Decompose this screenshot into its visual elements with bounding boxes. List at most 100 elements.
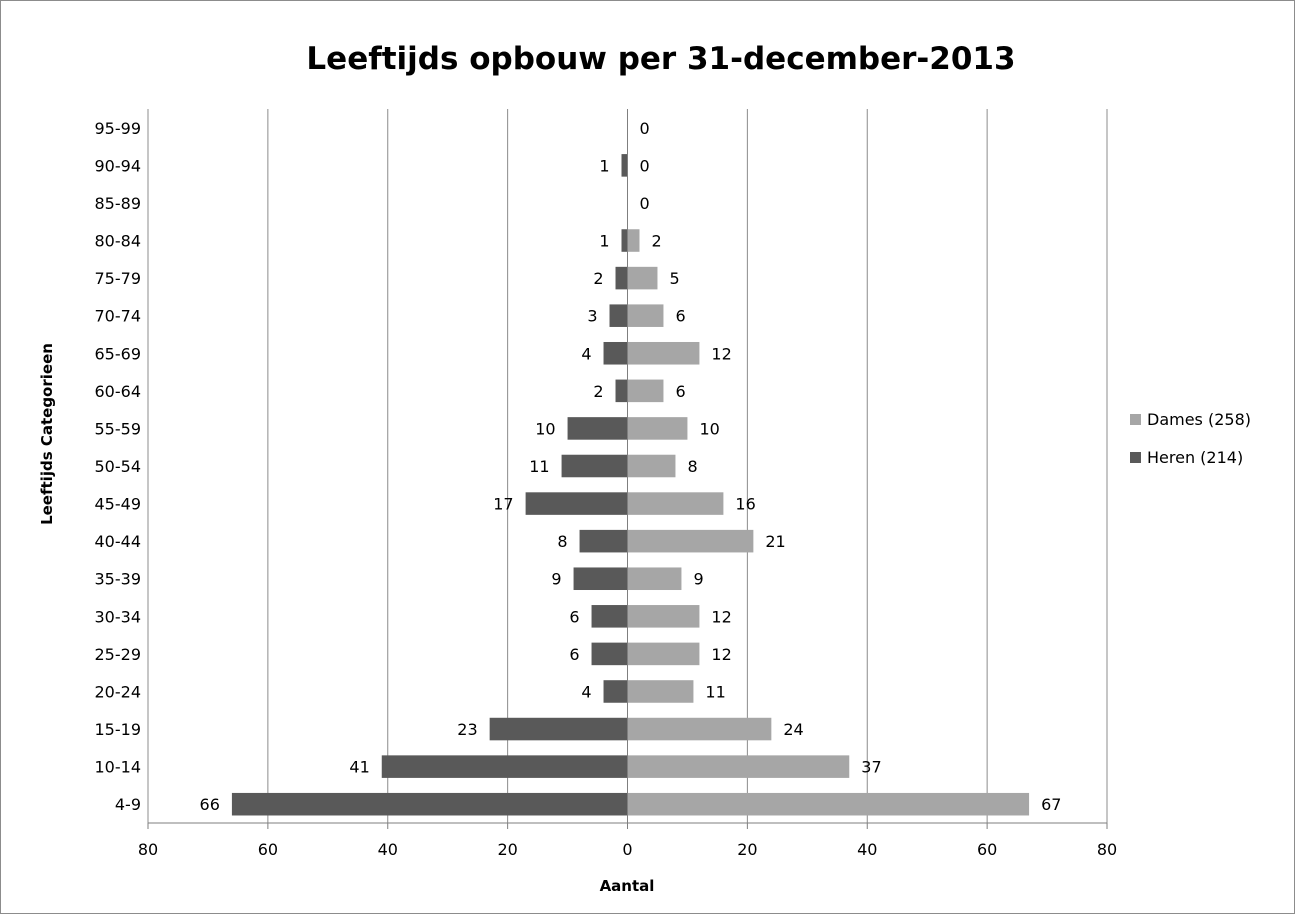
x-tick-label-0: 80 [138,840,158,859]
x-tick-label-6: 40 [857,840,877,859]
y-tick-label-45-49: 45-49 [95,495,142,514]
heren-label-4-9: 66 [200,795,220,814]
y-tick-label-30-34: 30-34 [95,607,142,626]
dames-bar-30-34 [627,605,700,628]
heren-label-50-54: 11 [529,457,549,476]
dames-bar-25-29 [627,642,700,666]
dames-bar-65-69 [627,341,700,365]
heren-bar-35-39 [573,567,628,591]
dames-bar-80-84 [627,229,640,252]
dames-label-4-9: 67 [1041,795,1061,814]
heren-label-45-49: 17 [493,495,513,514]
y-tick-label-90-94: 90-94 [95,156,142,175]
heren-bar-75-79 [615,266,628,290]
dames-bar-50-54 [627,454,676,478]
dames-label-65-69: 12 [711,344,731,363]
x-tick-label-3: 20 [497,840,517,859]
heren-bar-4-9 [231,792,628,816]
dames-label-30-34: 12 [711,607,731,626]
dames-bar-20-24 [627,680,694,703]
x-tick-label-2: 40 [378,840,398,859]
dames-label-20-24: 11 [705,682,725,701]
bars [231,154,1030,816]
heren-label-40-44: 8 [557,532,567,551]
heren-label-10-14: 41 [349,758,369,777]
heren-label-20-24: 4 [581,682,591,701]
dames-label-90-94: 0 [640,156,650,175]
heren-bar-90-94 [621,154,628,177]
dames-label-85-89: 0 [640,194,650,213]
dames-label-25-29: 12 [711,645,731,664]
heren-bar-50-54 [561,454,628,478]
dames-label-50-54: 8 [687,457,697,476]
heren-label-90-94: 1 [599,156,609,175]
y-tick-label-85-89: 85-89 [95,194,142,213]
heren-label-60-64: 2 [593,382,603,401]
heren-bar-20-24 [603,680,628,703]
legend-swatch-1 [1130,452,1141,463]
y-tick-label-20-24: 20-24 [95,682,142,701]
chart-title: Leeftijds opbouw per 31-december-2013 [306,41,1015,77]
heren-label-35-39: 9 [551,570,561,589]
y-tick-label-25-29: 25-29 [95,645,142,664]
data-labels: 6766374124231141261269921816178111010621… [200,119,1062,814]
legend-swatch-0 [1130,414,1141,425]
x-tick-label-5: 20 [737,840,757,859]
heren-label-55-59: 10 [535,419,555,438]
gridlines [147,109,1108,823]
heren-label-70-74: 3 [587,307,597,326]
y-tick-label-35-39: 35-39 [95,570,142,589]
heren-bar-40-44 [579,529,628,553]
axes: 80 60 40 20 0 20 40 60 804-910-1415-1920-2425-29… [95,109,1117,859]
heren-label-15-19: 23 [457,720,477,739]
y-tick-label-55-59: 55-59 [95,419,142,438]
y-tick-label-4-9: 4-9 [115,795,141,814]
heren-bar-15-19 [489,717,628,741]
heren-bar-45-49 [525,492,628,515]
x-tick-label-8: 80 [1097,840,1117,859]
dames-bar-40-44 [627,529,754,553]
legend-label-1: Heren (214) [1147,448,1243,467]
dames-label-40-44: 21 [765,532,785,551]
dames-bar-60-64 [627,379,664,403]
dames-bar-10-14 [627,755,850,778]
dames-bar-4-9 [627,792,1030,816]
heren-bar-70-74 [609,304,628,327]
heren-bar-25-29 [591,642,628,666]
dames-bar-70-74 [627,304,664,327]
y-tick-label-10-14: 10-14 [95,758,142,777]
dames-bar-55-59 [627,417,688,440]
heren-label-65-69: 4 [581,344,591,363]
dames-label-55-59: 10 [699,419,719,438]
y-tick-label-40-44: 40-44 [95,532,142,551]
y-tick-label-15-19: 15-19 [95,720,142,739]
dames-label-10-14: 37 [861,758,881,777]
dames-label-60-64: 6 [675,382,685,401]
heren-bar-65-69 [603,341,628,365]
dames-label-35-39: 9 [693,570,703,589]
dames-bar-45-49 [627,492,724,515]
y-tick-label-95-99: 95-99 [95,119,142,138]
heren-bar-10-14 [381,755,628,778]
y-tick-label-70-74: 70-74 [95,307,142,326]
heren-bar-80-84 [621,229,628,252]
y-axis-title: Leeftijds Categorieen [38,343,56,525]
heren-bar-30-34 [591,605,628,628]
heren-label-30-34: 6 [569,607,579,626]
y-tick-label-80-84: 80-84 [95,232,142,251]
y-tick-label-60-64: 60-64 [95,382,142,401]
heren-label-25-29: 6 [569,645,579,664]
dames-bar-35-39 [627,567,682,591]
y-tick-label-65-69: 65-69 [95,344,142,363]
dames-bar-75-79 [627,266,658,290]
dames-label-70-74: 6 [675,307,685,326]
heren-bar-55-59 [567,417,628,440]
dames-label-80-84: 2 [651,232,661,251]
heren-bar-60-64 [615,379,628,403]
heren-label-80-84: 1 [599,232,609,251]
legend-label-0: Dames (258) [1147,410,1251,429]
x-tick-label-1: 60 [258,840,278,859]
heren-label-75-79: 2 [593,269,603,288]
